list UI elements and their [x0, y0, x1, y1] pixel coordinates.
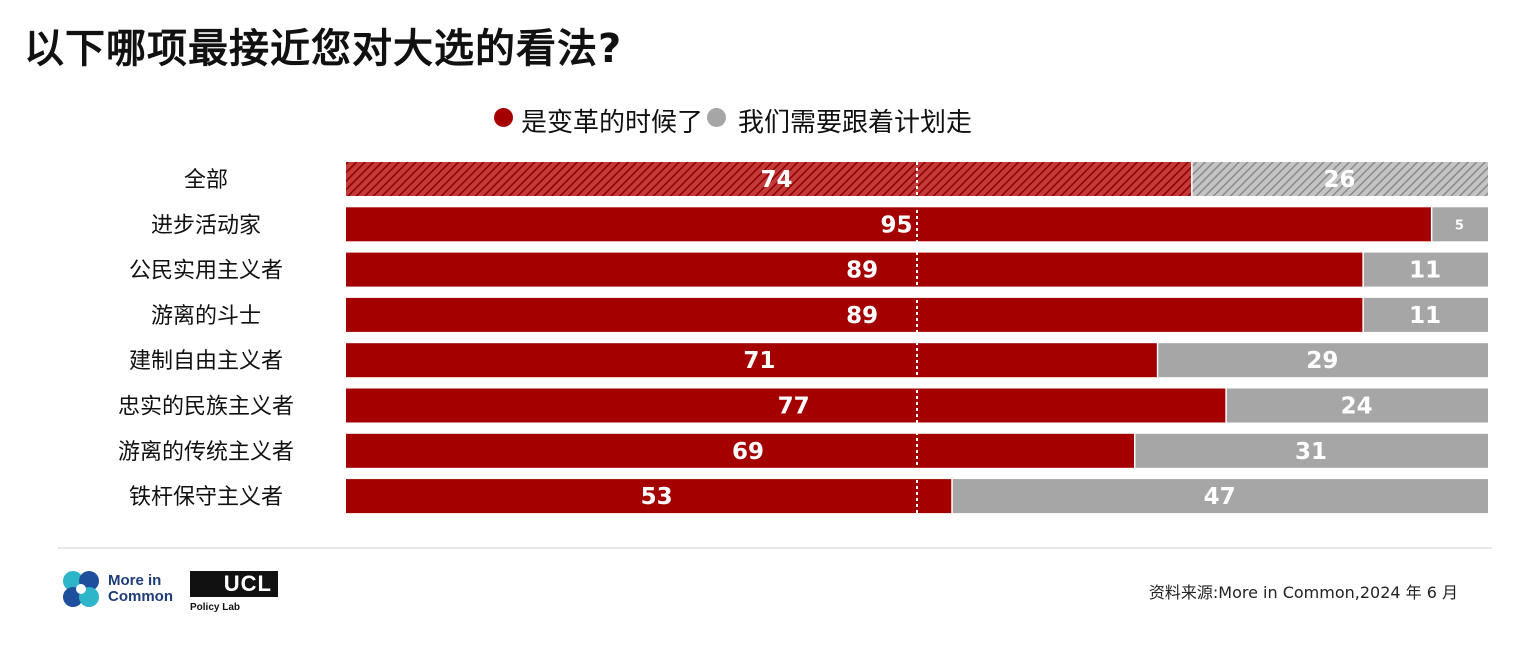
category-label: 公民实用主义者 [129, 259, 283, 284]
bar-segment-plan [1135, 433, 1488, 468]
category-label: 建制自由主义者 [129, 349, 283, 374]
value-label-change: 74 [761, 167, 793, 193]
bar-segment-plan [1158, 343, 1488, 378]
legend-swatch-red [494, 107, 513, 127]
value-label-change: 69 [732, 439, 764, 465]
bar-segment-plan [1363, 297, 1488, 332]
bar-segment-plan [1432, 207, 1488, 242]
legend-item-plan: 我们需要跟着计划走 [707, 102, 972, 139]
legend-label-plan: 我们需要跟着计划走 [738, 107, 973, 138]
more-in-common-logo: More in Common [62, 570, 173, 608]
more-in-common-mark-icon [63, 571, 99, 607]
ucl-policy-lab-logo: UCL Policy Lab [190, 571, 278, 613]
value-label-change: 95 [880, 212, 912, 238]
bar-segment-change [346, 252, 1363, 287]
value-label-plan: 5 [1455, 218, 1464, 233]
bar-segment-change [346, 207, 1431, 242]
value-label-change: 77 [778, 394, 810, 420]
legend: 是变革的时候了 我们需要跟着计划走 [494, 102, 972, 138]
more-in-common-wordmark: More in Common [108, 572, 173, 605]
footer-divider [58, 547, 1492, 549]
value-label-plan: 11 [1409, 258, 1441, 284]
ucl-wordmark: UCL [190, 571, 278, 597]
bar-segment-plan [1363, 252, 1488, 287]
value-label-plan: 24 [1341, 394, 1373, 420]
category-label: 忠实的民族主义者 [118, 395, 294, 420]
bar-segment-change [346, 343, 1157, 378]
ucl-policy-lab-label: Policy Lab [190, 602, 241, 613]
value-label-plan: 47 [1204, 484, 1236, 510]
bars-group: 全部 74 26 进步活动家 95 5 公民实用主义者 89 11 游离的斗士 89 11 建制自由主义… [118, 162, 1488, 514]
bar-segment-change [346, 297, 1363, 332]
bar-segment-plan [952, 479, 1488, 514]
value-label-plan: 26 [1324, 167, 1356, 193]
legend-swatch-grey [707, 107, 727, 127]
value-label-plan: 31 [1295, 439, 1327, 465]
value-label-change: 89 [846, 303, 878, 329]
value-label-plan: 29 [1306, 348, 1338, 374]
value-label-plan: 11 [1409, 303, 1441, 329]
bar-segment-change [346, 162, 1192, 196]
stacked-bar-chart: 全部 74 26 进步活动家 95 5 公民实用主义者 89 11 游离的斗士 89 11 建制自由主义… [118, 162, 1488, 514]
source-note: 资料来源:More in Common,2024 年 6 月 [1148, 583, 1458, 602]
bar-segment-change [346, 479, 952, 514]
legend-item-change: 是变革的时候了 [494, 102, 703, 139]
bar-segment-change [346, 388, 1226, 423]
value-label-change: 53 [641, 484, 673, 510]
category-label: 铁杆保守主义者 [129, 485, 283, 510]
value-label-change: 89 [846, 258, 878, 284]
bar-segment-plan [1192, 162, 1488, 196]
legend-label-change: 是变革的时候了 [521, 107, 704, 138]
bar-segment-change [346, 433, 1134, 468]
category-label: 进步活动家 [151, 213, 261, 238]
value-label-change: 71 [743, 348, 775, 374]
bar-segment-plan [1226, 388, 1488, 423]
category-label: 游离的斗士 [151, 304, 261, 329]
category-label: 游离的传统主义者 [118, 440, 294, 465]
category-label: 全部 [184, 168, 228, 193]
chart-title: 以下哪项最接近您对大选的看法? [24, 26, 623, 72]
